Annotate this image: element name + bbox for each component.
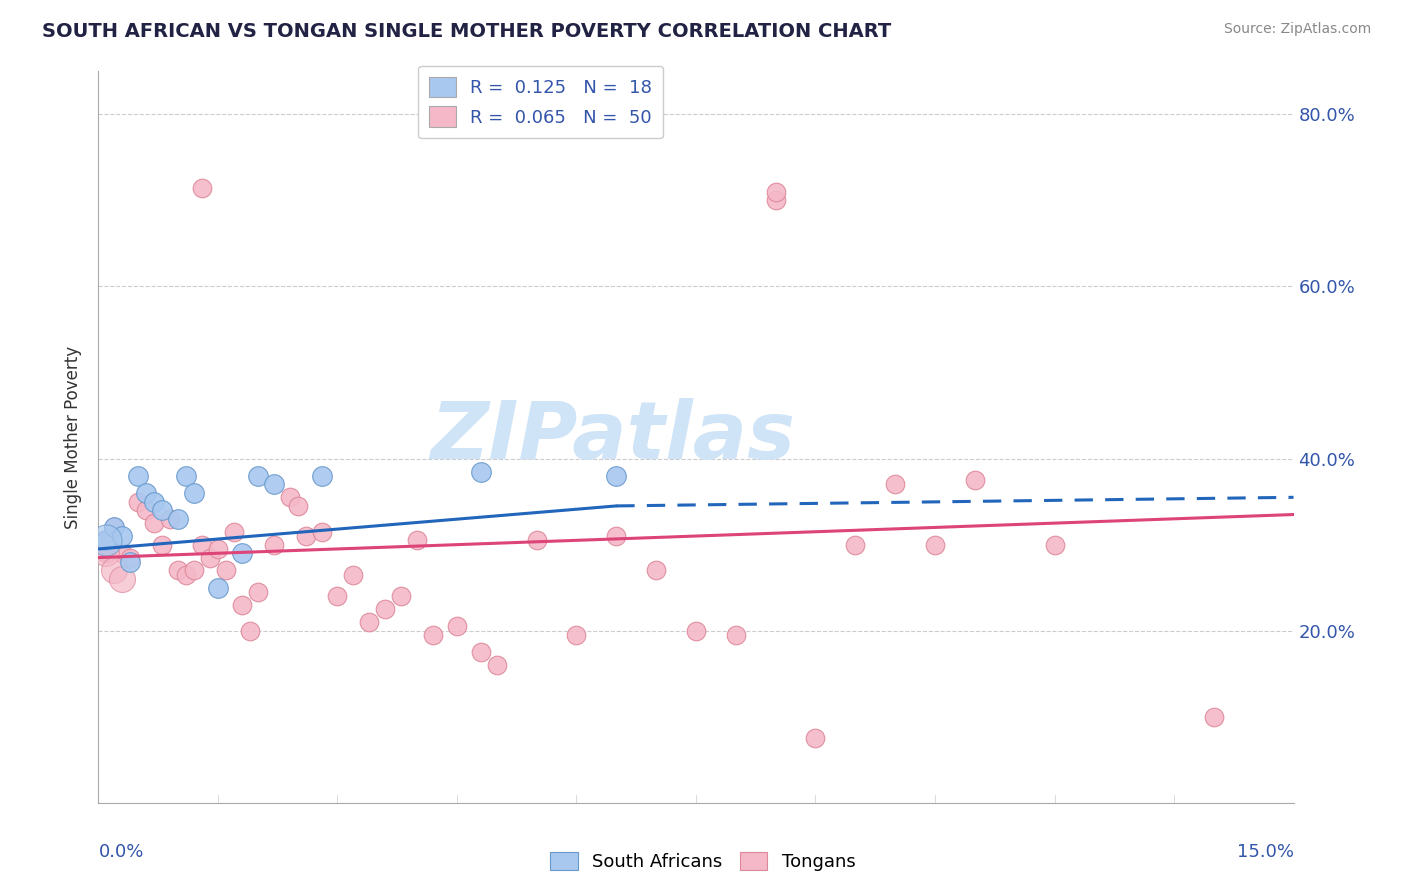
Point (765, 185, 787, 199)
Point (96, 546, 118, 560)
Text: ZIPatlas: ZIPatlas (430, 398, 794, 476)
Point (103, 520, 125, 534)
Point (167, 564, 190, 578)
Point (1043, 538, 1066, 552)
Point (207, 541, 229, 556)
Point (111, 572, 134, 586)
Point (246, 468, 269, 483)
Text: SOUTH AFRICAN VS TONGAN SINGLE MOTHER POVERTY CORRELATION CHART: SOUTH AFRICAN VS TONGAN SINGLE MOTHER PO… (42, 22, 891, 41)
Point (485, 658, 508, 673)
Point (924, 538, 946, 552)
Point (1202, 710, 1225, 724)
Text: 0.0%: 0.0% (98, 843, 143, 861)
Point (605, 529, 627, 543)
Point (191, 180, 214, 194)
Point (183, 486, 205, 500)
Point (111, 546, 134, 560)
Point (246, 585, 269, 599)
Point (685, 624, 707, 638)
Legend: R =  0.125   N =  18, R =  0.065   N =  50: R = 0.125 N = 18, R = 0.065 N = 50 (418, 66, 664, 138)
Point (127, 494, 149, 508)
Point (127, 468, 149, 483)
Point (135, 503, 157, 517)
Point (96, 533, 118, 548)
Text: 15.0%: 15.0% (1236, 843, 1294, 861)
Point (207, 581, 229, 595)
Point (215, 564, 238, 578)
Point (342, 567, 364, 582)
Point (231, 598, 253, 612)
Point (446, 619, 468, 633)
Point (191, 538, 214, 552)
Point (167, 512, 190, 526)
Point (278, 491, 301, 505)
Point (120, 550, 142, 565)
Point (311, 468, 333, 483)
Point (111, 529, 134, 543)
Point (239, 624, 262, 638)
Point (135, 486, 157, 500)
Point (96, 533, 118, 548)
Point (143, 494, 166, 508)
Y-axis label: Single Mother Poverty: Single Mother Poverty (65, 345, 83, 529)
Point (724, 628, 747, 642)
Point (389, 589, 412, 603)
Point (174, 468, 197, 483)
Point (359, 615, 381, 629)
Point (804, 731, 827, 746)
Point (231, 546, 253, 560)
Point (565, 628, 588, 642)
Point (294, 529, 316, 543)
Point (174, 567, 197, 582)
Point (222, 524, 245, 539)
Point (150, 503, 173, 517)
Point (470, 465, 492, 479)
Point (422, 628, 444, 642)
Point (103, 520, 125, 534)
Point (198, 550, 221, 565)
Point (263, 538, 285, 552)
Point (150, 538, 173, 552)
Point (143, 516, 166, 530)
Point (884, 477, 907, 491)
Text: Source: ZipAtlas.com: Source: ZipAtlas.com (1223, 22, 1371, 37)
Point (183, 564, 205, 578)
Point (263, 477, 285, 491)
Legend: South Africans, Tongans: South Africans, Tongans (543, 845, 863, 879)
Point (526, 533, 548, 548)
Point (963, 473, 986, 487)
Point (287, 499, 309, 513)
Point (470, 645, 492, 659)
Point (765, 194, 787, 208)
Point (406, 533, 429, 548)
Point (159, 512, 181, 526)
Point (645, 564, 668, 578)
Point (374, 602, 396, 616)
Point (96, 533, 118, 548)
Point (96, 546, 118, 560)
Point (311, 524, 333, 539)
Point (103, 564, 125, 578)
Point (605, 468, 627, 483)
Point (844, 538, 866, 552)
Point (120, 555, 142, 569)
Point (326, 589, 349, 603)
